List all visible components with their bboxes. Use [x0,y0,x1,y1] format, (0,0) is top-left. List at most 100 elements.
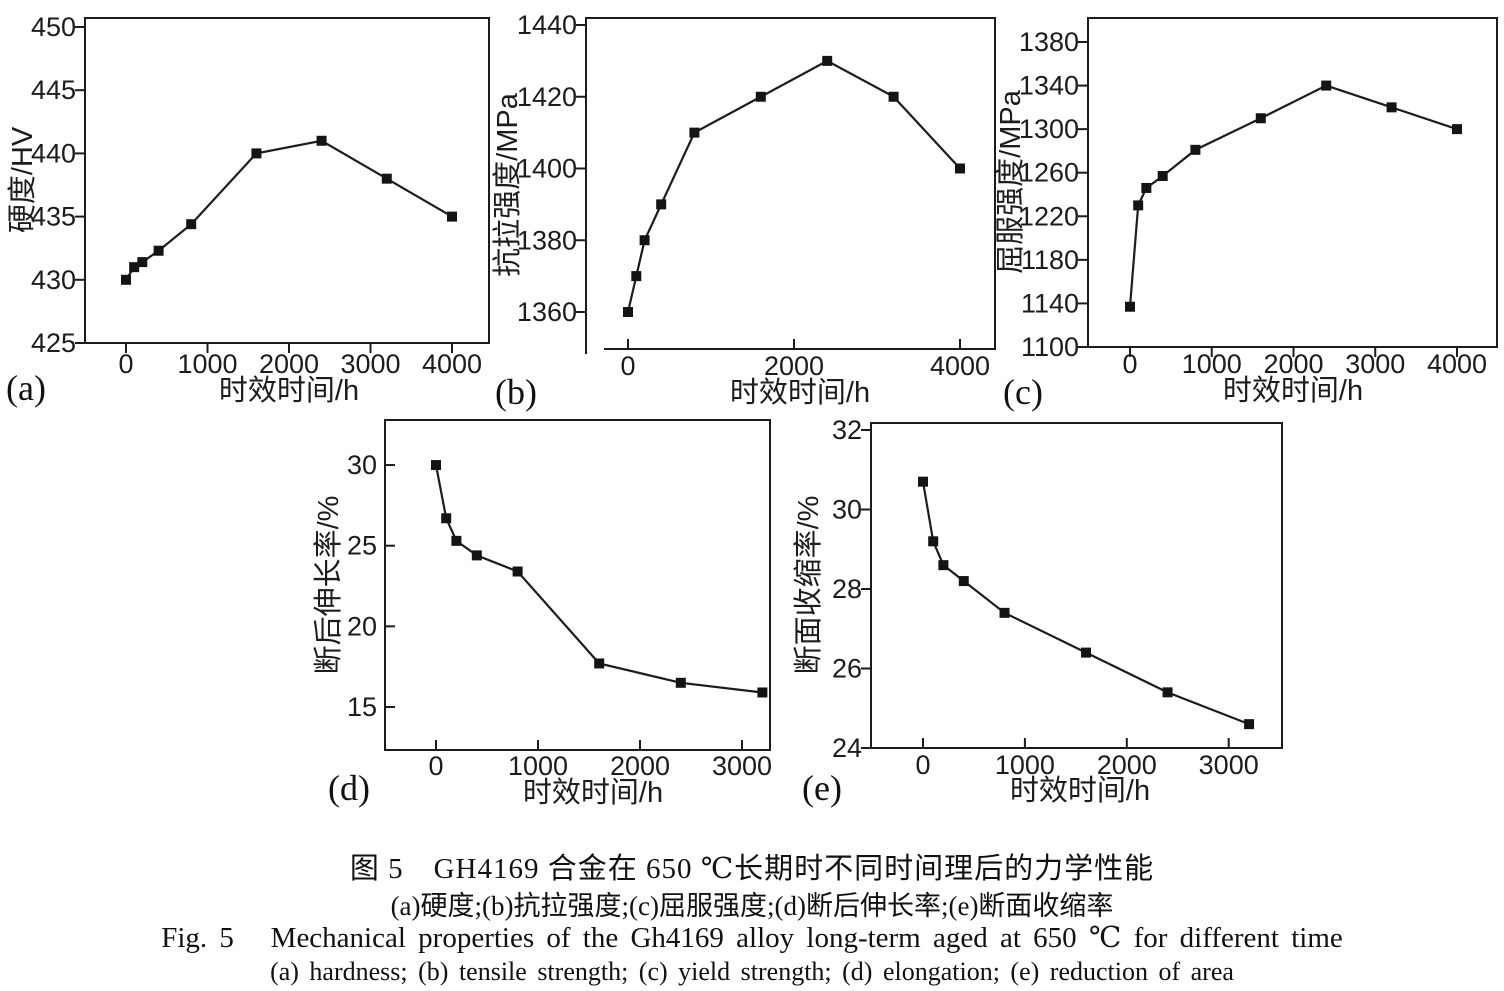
data-point-marker [1244,719,1255,730]
y-tick-label: 30 [347,450,377,480]
x-tick-label: 4000 [1427,349,1487,379]
y-tick-label: 25 [347,531,377,561]
y-tick-label: 1400 [517,154,577,184]
y-tick-label: 1360 [517,297,577,327]
data-point-marker [888,91,899,102]
data-point-marker [822,55,833,66]
data-point-marker [471,550,482,561]
y-tick-label: 1140 [1021,288,1079,318]
y-axis-title: 屈服强度/MPa [994,89,1027,274]
y-tick-label: 24 [832,733,862,763]
data-point-marker [958,576,969,587]
data-point-marker [755,91,766,102]
panel-label-c: (c) [1003,372,1043,412]
data-point-marker [631,271,642,282]
y-tick-label: 30 [832,495,862,525]
y-tick-label: 1380 [1019,27,1079,57]
y-tick-label: 28 [832,574,862,604]
data-point-marker [757,687,768,698]
x-tick-label: 0 [1122,349,1137,379]
data-point-marker [447,211,457,222]
data-point-marker [1125,301,1135,312]
x-axis-title: 时效时间/h [730,376,870,409]
y-tick-label: 450 [31,12,76,42]
y-tick-label: 32 [832,415,862,445]
y-tick-label: 440 [31,138,76,168]
x-tick-label: 2000 [1097,750,1157,780]
x-tick-label: 1000 [995,750,1055,780]
chart-panel-c: 0 1000 2000 3000 4000 1100 1140 1180 1220 1260 130… [994,17,1498,412]
chart-panel-e: 0 1000 2000 3000 24 26 28 30 32 时效时间/h 断面收缩率/% (e) [792,415,1283,808]
x-tick-label: 2000 [610,751,670,781]
chart-panel-a: 0 1000 2000 3000 4000 425 430 435 440 445 450 时效时间/… [6,12,490,408]
x-tick-label: 4000 [422,349,482,379]
x-tick-label: 2000 [1263,349,1323,379]
data-point-marker [451,535,462,546]
y-tick-label: 26 [832,654,862,684]
x-tick-label: 0 [428,751,443,781]
y-tick-label: 1300 [1019,114,1079,144]
data-point-marker [1081,647,1092,658]
x-axis-title: 时效时间/h [219,374,359,407]
x-tick-label: 3000 [340,349,400,379]
y-axis-title: 硬度/HV [6,126,39,233]
data-point-marker [675,677,686,688]
data-series-line [921,481,1250,726]
y-tick-label: 20 [347,611,377,641]
y-tick-label: 1220 [1019,201,1079,231]
data-point-marker [153,245,164,256]
panel-label-d: (d) [328,768,370,808]
data-point-marker [623,307,633,317]
y-tick-label: 1340 [1019,71,1079,101]
data-point-marker [431,460,441,471]
data-point-marker [121,274,131,285]
y-tick-label: 1380 [517,225,577,255]
x-tick-label: 1000 [177,349,237,379]
data-point-marker [129,262,140,273]
data-series-line [125,139,453,281]
x-tick-label: 0 [915,750,930,780]
data-point-marker [689,127,700,138]
y-tick-label: 425 [31,328,76,358]
data-point-marker [1133,200,1144,211]
x-tick-label: 4000 [930,351,990,381]
y-tick-label: 15 [347,692,377,722]
y-tick-label: 1100 [1021,332,1079,362]
x-axis-title: 时效时间/h [523,776,663,809]
y-tick-label: 445 [31,75,76,105]
y-tick-label: 1260 [1019,158,1079,188]
data-point-marker [656,199,667,210]
caption-title-zh: 图 5 GH4169 合金在 650 ℃长期时不同时间理后的力学性能 [349,853,1155,885]
data-point-marker [1162,687,1173,698]
x-tick-label: 3000 [1345,349,1405,379]
data-point-marker [639,235,650,246]
x-tick-label: 2000 [764,351,824,381]
y-axis-title: 抗拉强度/MPa [491,92,524,277]
y-axis-title: 断后伸长率/% [312,496,345,675]
panel-label-b: (b) [495,372,537,412]
data-point-marker [928,536,939,547]
y-axis-title: 断面收缩率/% [792,496,825,675]
y-tick-label: 430 [31,265,76,295]
caption-subtitle-zh: (a)硬度;(b)抗拉强度;(c)屈服强度;(d)断后伸长率;(e)断面收缩率 [390,891,1114,921]
data-point-marker [381,173,392,184]
x-tick-label: 0 [620,351,635,381]
x-tick-label: 0 [118,349,133,379]
data-point-marker [1141,182,1152,193]
data-point-marker [938,560,949,571]
data-series-line [1128,84,1458,307]
data-point-marker [1255,113,1266,124]
y-tick-label: 1420 [517,82,577,112]
data-point-marker [918,476,928,487]
data-series-line [626,59,961,313]
x-tick-label: 2000 [259,349,319,379]
y-tick-label: 1440 [517,10,577,40]
y-tick-label: 435 [31,202,76,232]
x-tick-label: 3000 [712,751,772,781]
x-axis-title: 时效时间/h [1223,374,1363,407]
x-axis-title: 时效时间/h [1010,774,1150,807]
chart-panel-b: 0 2000 4000 1360 1380 1400 1420 1440 时效时间/h 抗拉强度/… [491,10,996,412]
data-point-marker [1386,102,1397,113]
data-point-marker [316,135,327,146]
